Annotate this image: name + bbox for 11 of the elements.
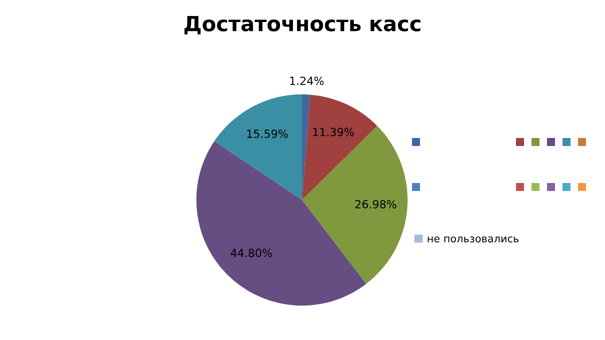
data-label: 1.24% bbox=[290, 76, 324, 86]
pie-slice bbox=[214, 94, 302, 200]
data-label: 26.98% bbox=[355, 200, 396, 208]
data-label: 44.80% bbox=[230, 248, 272, 258]
legend-label: не пользовались bbox=[428, 236, 518, 242]
pie-slice bbox=[302, 126, 408, 284]
data-label: 15.59% bbox=[247, 130, 288, 138]
chart-title: Достаточность касс bbox=[184, 16, 420, 34]
data-label: 11.39% bbox=[313, 128, 354, 136]
pie-slice bbox=[302, 94, 310, 200]
pie-slice bbox=[302, 94, 378, 200]
